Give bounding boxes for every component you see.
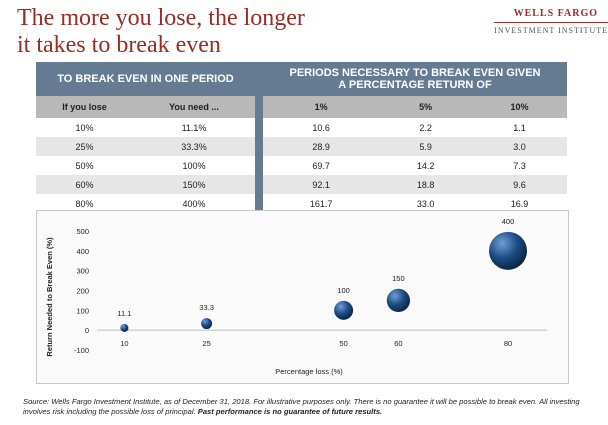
cell-need: 100%	[182, 160, 206, 171]
cell-separator	[255, 118, 263, 137]
y-tick-label: 300	[76, 267, 89, 276]
cell-10pct: 3.0	[472, 137, 567, 156]
y-tick-label: 100	[76, 306, 89, 315]
cell-need: 33.3%	[133, 137, 255, 156]
source-text: Source: Wells Fargo Investment Institute…	[23, 397, 580, 416]
data-label: 400	[502, 217, 515, 226]
data-label: 33.3	[199, 303, 214, 312]
y-axis-label: Return Needed to Break Even (%)	[45, 237, 54, 357]
cell-5pct: 14.2	[416, 160, 435, 171]
right-header: PERIODS NECESSARY TO BREAK EVEN GIVEN A …	[263, 62, 567, 96]
right-header-line-2: A PERCENTAGE RETURN OF	[338, 79, 492, 91]
cell-lose: 50%	[75, 160, 94, 171]
cell-need: 150%	[133, 175, 255, 194]
data-label: 150	[392, 274, 405, 283]
bubble-chart: Return Needed to Break Even (%) Percenta…	[45, 217, 547, 376]
header-separator	[255, 62, 263, 96]
wells-fargo-logo: WELLS FARGO INVESTMENT INSTITUTE	[494, 8, 608, 35]
col-header-10pct: 10%	[472, 96, 567, 118]
cell-lose: 60%	[36, 175, 133, 194]
x-tick-label: 80	[504, 339, 512, 348]
cell-need: 11.1%	[181, 122, 207, 133]
y-tick-label: 500	[76, 227, 89, 236]
cell-separator	[255, 156, 263, 175]
break-even-table: TO BREAK EVEN IN ONE PERIOD PERIODS NECE…	[36, 62, 567, 219]
cell-5pct: 2.2	[419, 122, 432, 133]
cell-5pct: 18.8	[379, 175, 472, 194]
logo-name: WELLS FARGO	[513, 8, 598, 19]
table-row: 10% 11.1% 10.6 2.2 1.1	[36, 118, 567, 137]
logo-sub: INVESTMENT INSTITUTE	[494, 22, 608, 35]
source-bold: Past performance is no guarantee of futu…	[197, 407, 383, 416]
x-tick-label: 60	[394, 339, 402, 348]
table-row: 60% 150% 92.1 18.8 9.6	[36, 175, 567, 194]
col-header-need: You need ...	[133, 96, 255, 118]
cell-separator	[255, 175, 263, 194]
cell-separator	[255, 137, 263, 156]
x-tick-label: 25	[202, 339, 210, 348]
data-point-bubble	[386, 288, 411, 313]
title-line-1: The more you lose, the longer	[17, 5, 305, 31]
data-label: 100	[337, 286, 350, 295]
data-point-bubble	[334, 300, 354, 320]
y-tick-label: 400	[76, 247, 89, 256]
y-tick-label: 200	[76, 287, 89, 296]
data-point-bubble	[489, 231, 527, 270]
y-tick-label: 0	[85, 326, 89, 335]
cell-10pct: 1.1	[513, 122, 526, 133]
col-header-lose: If you lose	[36, 96, 133, 118]
subheader-separator	[255, 96, 263, 118]
title-line-2: it takes to break even	[17, 32, 221, 58]
cell-10pct: 9.6	[472, 175, 567, 194]
col-header-1pct: 1%	[263, 96, 380, 118]
cell-10pct: 7.3	[513, 160, 526, 171]
source-note: Source: Wells Fargo Investment Institute…	[23, 397, 598, 417]
x-tick-label: 50	[339, 339, 347, 348]
y-tick-label: -100	[74, 346, 89, 355]
data-point-bubble	[120, 323, 129, 332]
left-header: TO BREAK EVEN IN ONE PERIOD	[36, 62, 255, 96]
page-title: The more you lose, the longer it takes t…	[17, 5, 417, 59]
table-row: 25% 33.3% 28.9 5.9 3.0	[36, 137, 567, 156]
data-label: 11.1	[117, 309, 131, 318]
cell-lose: 25%	[36, 137, 133, 156]
right-header-line-1: PERIODS NECESSARY TO BREAK EVEN GIVEN	[289, 67, 541, 79]
col-header-5pct: 5%	[379, 96, 472, 118]
x-tick-label: 10	[120, 339, 128, 348]
data-point-bubble	[201, 318, 213, 330]
table-row: 50% 100% 69.7 14.2 7.3	[36, 156, 567, 175]
bubble-chart-panel: Return Needed to Break Even (%) Percenta…	[36, 210, 569, 384]
cell-lose: 10%	[75, 122, 94, 133]
cell-1pct: 92.1	[263, 175, 380, 194]
cell-1pct: 69.7	[312, 160, 330, 171]
cell-1pct: 10.6	[312, 122, 330, 133]
x-axis-label: Percentage loss (%)	[275, 367, 343, 376]
cell-1pct: 28.9	[263, 137, 380, 156]
cell-5pct: 5.9	[379, 137, 472, 156]
